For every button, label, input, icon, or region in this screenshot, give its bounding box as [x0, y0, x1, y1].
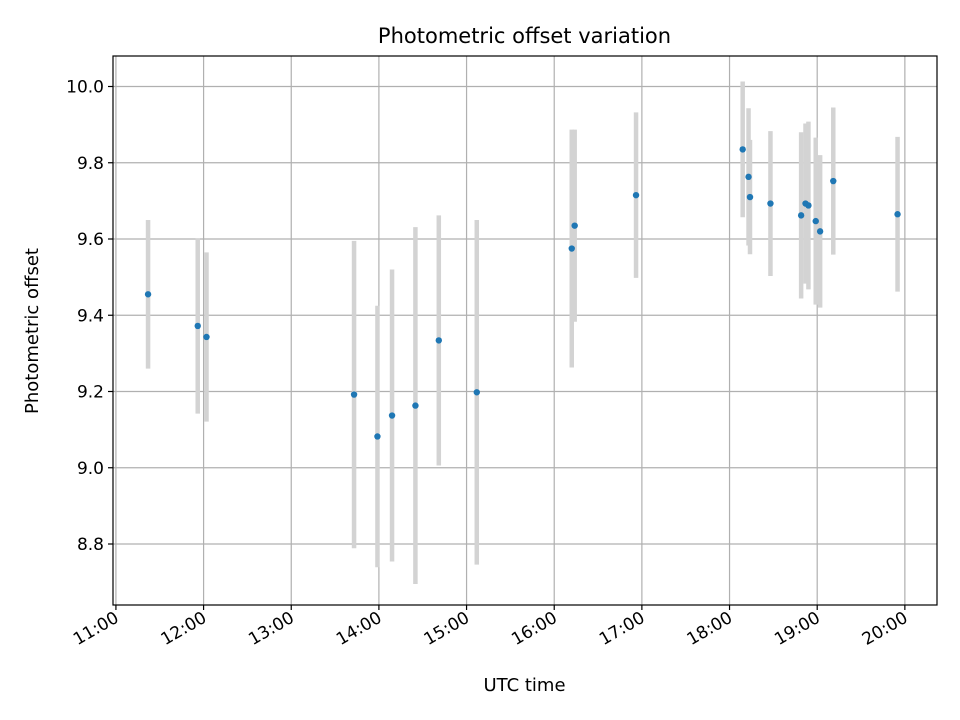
data-point: [805, 202, 812, 209]
data-point: [350, 391, 358, 398]
y-tick-label: 9.8: [77, 154, 104, 174]
data-point: [894, 211, 901, 218]
data-points: [144, 146, 901, 440]
data-point: [812, 217, 819, 225]
data-point: [412, 402, 419, 409]
y-tick-label: 9.4: [77, 306, 104, 326]
data-point: [816, 228, 824, 235]
y-axis-label: Photometric offset: [22, 248, 43, 414]
data-point: [203, 333, 210, 341]
data-point: [194, 322, 201, 330]
data-point: [435, 337, 443, 344]
data-point: [797, 212, 805, 219]
data-point: [745, 173, 752, 181]
y-tick-label: 9.2: [77, 383, 104, 403]
y-tick-label: 9.0: [77, 459, 104, 479]
data-point: [571, 222, 578, 229]
y-tick-label: 8.8: [77, 535, 104, 555]
y-axis-ticks: 8.8 9.0 9.2 9.4 9.6 9.8 10.0: [66, 78, 113, 555]
data-point: [767, 200, 774, 207]
data-point: [568, 245, 575, 252]
data-point: [473, 389, 480, 396]
data-point: [746, 193, 754, 201]
plot-frame: [112, 55, 938, 606]
data-point: [388, 412, 396, 419]
data-point: [632, 191, 640, 199]
y-tick-label: 10.0: [66, 78, 104, 98]
data-point: [144, 291, 152, 298]
data-point: [739, 146, 746, 153]
chart-title: Photometric offset variation: [378, 24, 671, 48]
data-point: [374, 433, 381, 440]
data-point: [830, 177, 837, 185]
y-tick-label: 9.6: [77, 230, 104, 250]
x-axis-label: UTC time: [483, 675, 565, 696]
